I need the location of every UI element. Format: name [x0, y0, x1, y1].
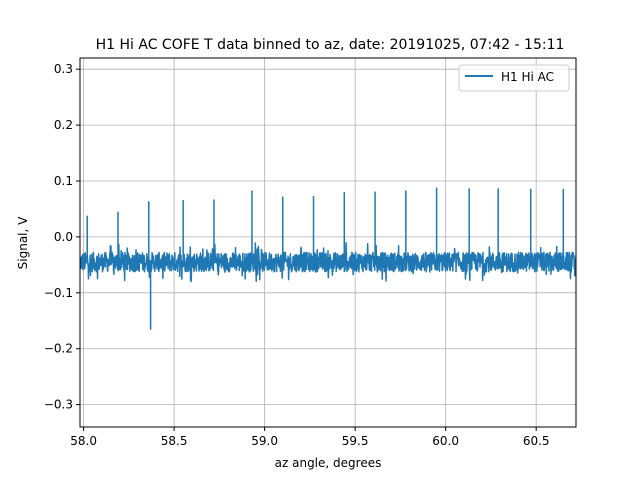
x-tick-label: 59.5 — [342, 434, 369, 448]
series-line-h1-hi-ac — [80, 187, 576, 330]
x-tick-label: 58.0 — [70, 434, 97, 448]
y-axis-label: Signal, V — [16, 216, 30, 269]
y-tick-label: −0.1 — [44, 286, 73, 300]
x-tick-label: 60.5 — [523, 434, 550, 448]
x-axis-label: az angle, degrees — [275, 456, 382, 470]
legend-box — [458, 64, 570, 92]
y-tick-label: 0.1 — [54, 174, 73, 188]
y-tick-label: 0.0 — [54, 230, 73, 244]
series-layer — [80, 187, 576, 330]
y-tick-label: 0.3 — [54, 62, 73, 76]
x-tick-label: 59.0 — [251, 434, 278, 448]
x-axis: 58.0 58.5 59.0 59.5 60.0 60.5 — [70, 427, 550, 448]
x-tick-label: 60.0 — [432, 434, 459, 448]
plot-frame — [79, 57, 577, 428]
y-tick-label: −0.3 — [44, 398, 73, 412]
grid — [80, 58, 576, 427]
y-tick-label: −0.2 — [44, 342, 73, 356]
legend-label: H1 Hi AC — [501, 70, 554, 84]
legend: H1 Hi AC — [458, 64, 570, 92]
y-tick-label: 0.2 — [54, 118, 73, 132]
y-axis: −0.3 −0.2 −0.1 0.0 0.1 0.2 0.3 — [44, 62, 80, 412]
x-tick-label: 58.5 — [161, 434, 188, 448]
chart-title: H1 Hi AC COFE T data binned to az, date:… — [96, 37, 565, 53]
